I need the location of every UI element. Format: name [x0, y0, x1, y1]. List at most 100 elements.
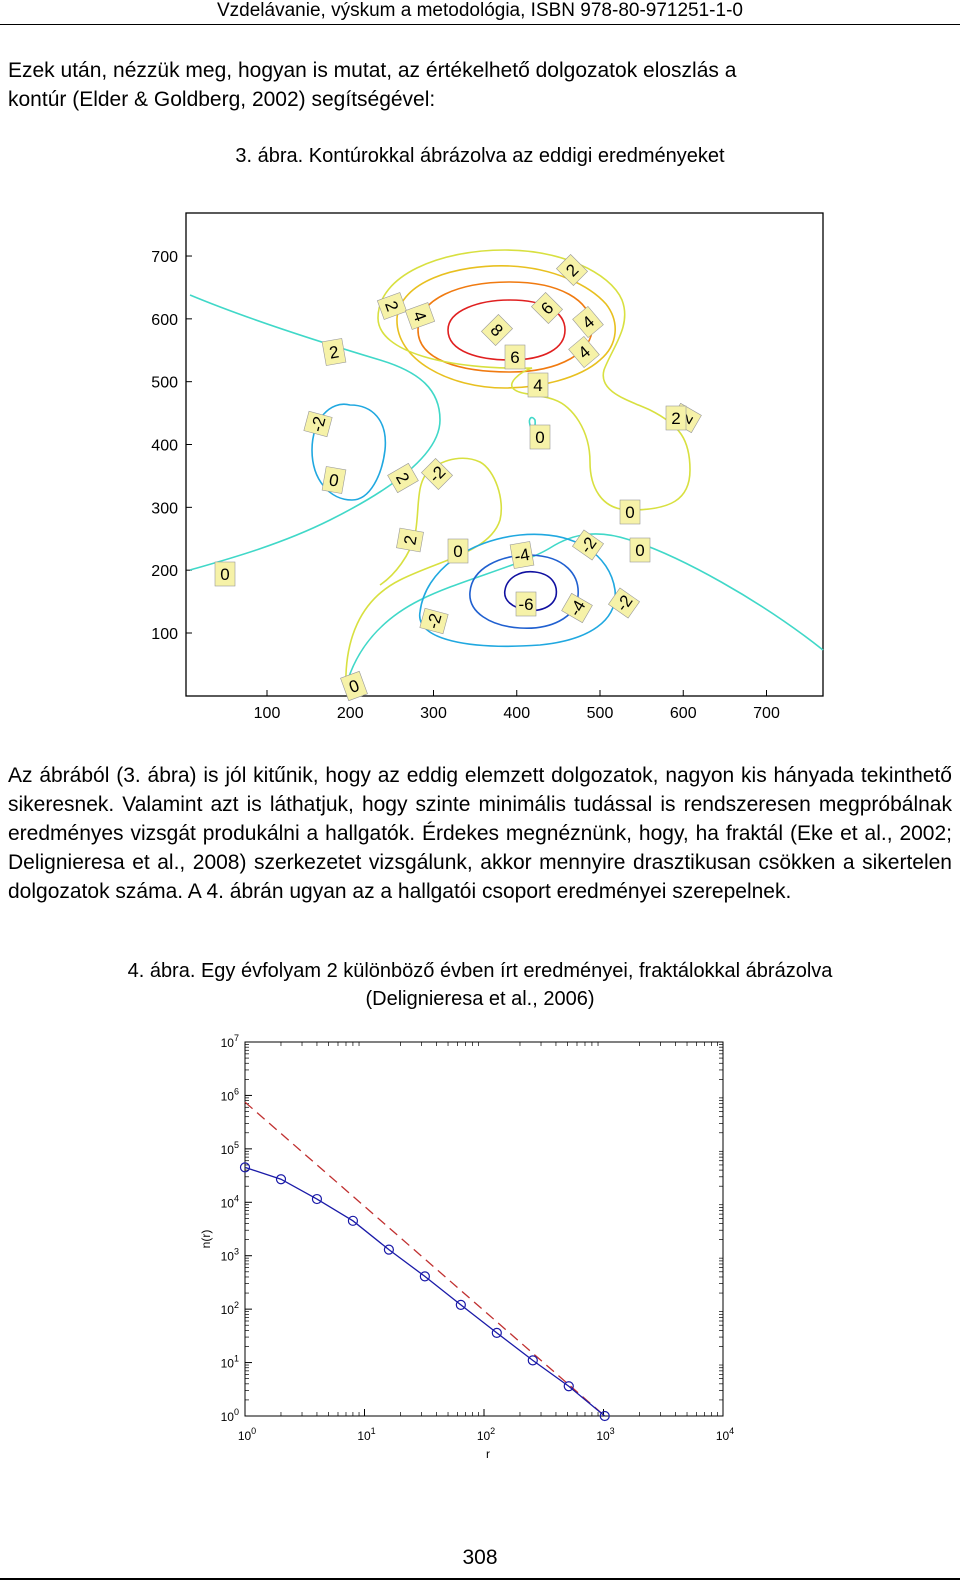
loglog-series: [239, 1101, 610, 1422]
contour-label-text: -2: [423, 611, 445, 631]
contour-label-box: [404, 302, 436, 330]
discussion-text: Az ábrából (3. ábra) is jól kitűnik, hog…: [8, 764, 952, 903]
contour-label-text: -6: [518, 595, 533, 614]
contour-line-level-0: [189, 294, 441, 571]
contour-label: 2: [556, 254, 588, 286]
loglog-y-tick-label: 104: [221, 1193, 239, 1210]
contour-label-box: [321, 338, 347, 366]
contour-label-box: [447, 538, 469, 564]
loglog-x-axis-label: r: [486, 1447, 490, 1461]
loglog-x-tick-label: 100: [238, 1426, 256, 1443]
contour-label-text: 2: [562, 260, 582, 280]
contour-label: -4: [561, 592, 593, 624]
contour-label-box: [421, 458, 453, 490]
loglog-y-tick-label: 107: [221, 1033, 239, 1050]
contour-label-box: [481, 314, 513, 346]
contour-label: 0: [529, 424, 551, 450]
contour-label: 0: [321, 466, 347, 494]
contour-label: -2: [608, 587, 640, 619]
contour-label-box: [340, 670, 368, 702]
contour-label-box: [396, 527, 424, 553]
contour-label-text: 0: [635, 541, 644, 560]
contour-label-box: [608, 587, 640, 619]
loglog-data-point: [491, 1327, 502, 1338]
intro-line-2: kontúr (Elder & Goldberg, 2002) segítség…: [8, 88, 436, 111]
loglog-y-tick-label: 106: [221, 1086, 239, 1103]
contour-label-text: 8: [487, 320, 507, 340]
contour-line-level-neg4: [469, 554, 579, 629]
contour-label: 8: [481, 314, 513, 346]
contour-label: 0: [629, 537, 651, 563]
contour-label-box: [214, 561, 236, 587]
contour-label: -2: [419, 607, 449, 635]
contour-line-level-neg2: [419, 533, 616, 648]
contour-label-box: [572, 529, 604, 561]
contour-line-level-neg2: [311, 403, 387, 501]
loglog-y-axis-label: n(r): [199, 1230, 213, 1249]
contour-label-box: [387, 462, 419, 494]
loglog-y-tick-label: 102: [221, 1300, 239, 1317]
running-header: Vzdelávanie, výskum a metodológia, ISBN …: [0, 0, 960, 25]
contour-label-box: [515, 591, 537, 617]
contour-label: 0: [214, 561, 236, 587]
contour-lines: [189, 249, 824, 691]
contour-line-level-2: [345, 457, 503, 691]
loglog-x-tick-label: 102: [477, 1426, 495, 1443]
contour-label: 2: [321, 338, 347, 366]
contour-label-text: 4: [575, 342, 594, 363]
contour-label: 6: [504, 344, 526, 370]
contour-label: 4: [572, 305, 604, 339]
contour-label-text: 0: [328, 470, 341, 490]
contour-y-tick-label: 100: [151, 626, 178, 643]
contour-label-text: -2: [576, 534, 600, 557]
contour-label-box: [670, 402, 702, 434]
contour-y-tick-label: 300: [151, 500, 178, 517]
page-number: 308: [462, 1546, 498, 1569]
contour-label-text: -4: [565, 597, 589, 620]
contour-label-text: 2: [328, 342, 341, 362]
contour-line-level-2: [377, 249, 691, 511]
loglog-data-line: [244, 1166, 606, 1417]
contour-label-text: 4: [533, 376, 542, 395]
contour-label-text: 0: [453, 542, 462, 561]
contour-label-text: 6: [537, 298, 557, 318]
contour-line-level-neg6: [503, 570, 558, 612]
loglog-x-tick-label: 103: [596, 1426, 614, 1443]
loglog-axes: 100 101 102 103 104 100 101 102 103 104 105 106 107 r…: [199, 1033, 734, 1461]
contour-label: -2: [421, 458, 453, 490]
contour-label-text: 2: [392, 469, 413, 487]
loglog-data-point: [275, 1174, 287, 1185]
contour-plot-frame: [185, 212, 824, 697]
contour-label-box: [556, 254, 588, 286]
contour-line-level-6: [417, 281, 593, 373]
contour-label: 2: [387, 462, 419, 494]
contour-label-text: 2: [671, 409, 680, 428]
contour-label-text: 2: [400, 534, 420, 547]
contour-label-text: 4: [579, 312, 598, 333]
loglog-plot-frame: [244, 1041, 724, 1417]
loglog-data-point: [599, 1410, 610, 1422]
contour-label: 4: [404, 302, 436, 330]
contour-label-text: -4: [513, 545, 531, 566]
contour-label-box: [561, 592, 593, 624]
loglog-dashed-fit-line: [244, 1101, 606, 1417]
contour-label-box: [321, 466, 347, 494]
footer-rule: [0, 1578, 960, 1580]
contour-x-tick-label: 300: [420, 705, 447, 722]
contour-x-tick-label: 600: [670, 705, 697, 722]
contour-axes: 100 200 300 400 500 600 7001002003004005006007…: [151, 212, 824, 722]
contour-x-tick-label: 200: [337, 705, 364, 722]
figure-4-caption: 4. ábra. Egy évfolyam 2 különböző évben …: [0, 957, 960, 1013]
contour-label: 6: [531, 292, 563, 324]
contour-label: 4: [568, 335, 600, 369]
figure-4-caption-line-2: (Delignieresa et al., 2006): [365, 988, 595, 1010]
loglog-data-point: [563, 1381, 574, 1392]
loglog-data-point: [311, 1193, 323, 1205]
loglog-x-tick-label: 101: [357, 1426, 375, 1443]
intro-line-1: Ezek után, nézzük meg, hogyan is mutat, …: [8, 59, 737, 82]
contour-label: 2: [670, 402, 702, 434]
contour-label: 2: [665, 405, 687, 431]
contour-label-box: [568, 335, 600, 369]
contour-x-tick-label: 400: [503, 705, 530, 722]
